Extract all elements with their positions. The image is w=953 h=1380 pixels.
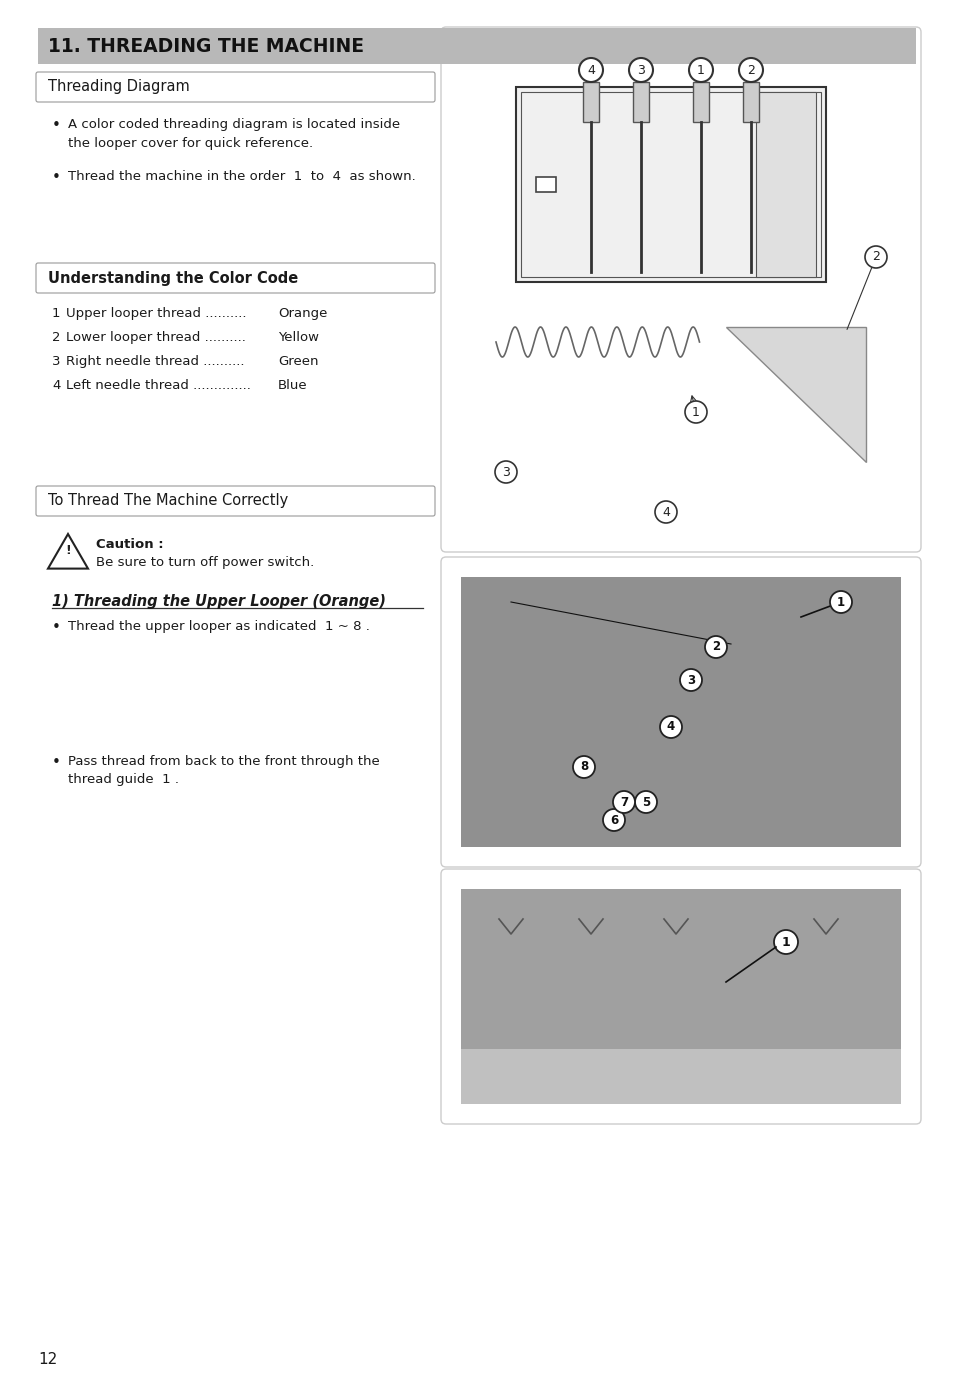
Text: 4: 4 — [661, 505, 669, 519]
Text: 2: 2 — [871, 251, 879, 264]
FancyBboxPatch shape — [440, 558, 920, 867]
Circle shape — [613, 791, 635, 813]
Text: 8: 8 — [579, 760, 587, 774]
Text: Blue: Blue — [277, 380, 307, 392]
FancyBboxPatch shape — [36, 486, 435, 516]
Text: 5: 5 — [641, 795, 649, 809]
FancyBboxPatch shape — [440, 869, 920, 1123]
Bar — [520, 92, 821, 277]
Text: Understanding the Color Code: Understanding the Color Code — [48, 270, 298, 286]
Circle shape — [679, 669, 701, 691]
Circle shape — [655, 501, 677, 523]
Text: A color coded threading diagram is located inside
the looper cover for quick ref: A color coded threading diagram is locat… — [68, 119, 399, 149]
Polygon shape — [48, 534, 88, 569]
Text: 2: 2 — [711, 640, 720, 654]
Circle shape — [635, 791, 657, 813]
Bar — [460, 1049, 900, 1104]
Circle shape — [739, 58, 762, 81]
Text: Thread the machine in the order  1  to  4  as shown.: Thread the machine in the order 1 to 4 a… — [68, 170, 416, 184]
Text: Pass thread from back to the front through the
thread guide  1 .: Pass thread from back to the front throu… — [68, 755, 379, 787]
Text: Be sure to turn off power switch.: Be sure to turn off power switch. — [96, 556, 314, 569]
Text: 3: 3 — [686, 673, 695, 686]
Text: 4: 4 — [52, 380, 60, 392]
Text: Threading Diagram: Threading Diagram — [48, 80, 190, 94]
Bar — [460, 889, 900, 1104]
Circle shape — [688, 58, 712, 81]
Text: 3: 3 — [52, 355, 60, 368]
Bar — [38, 28, 915, 63]
Circle shape — [495, 461, 517, 483]
Text: !: ! — [65, 545, 71, 558]
Text: Caution :: Caution : — [96, 538, 164, 551]
Circle shape — [773, 930, 797, 954]
Polygon shape — [725, 327, 865, 462]
Text: Left needle thread ..............: Left needle thread .............. — [66, 380, 251, 392]
Text: Thread the upper looper as indicated  1 ~ 8 .: Thread the upper looper as indicated 1 ~… — [68, 620, 370, 633]
Text: 4: 4 — [666, 720, 675, 734]
Text: 7: 7 — [619, 795, 627, 809]
Circle shape — [829, 591, 851, 613]
Text: 1: 1 — [781, 936, 789, 948]
Text: 2: 2 — [52, 331, 60, 344]
Bar — [516, 87, 825, 282]
Text: 3: 3 — [501, 465, 510, 479]
Text: •: • — [52, 170, 61, 185]
Text: To Thread The Machine Correctly: To Thread The Machine Correctly — [48, 494, 288, 508]
Text: Upper looper thread ..........: Upper looper thread .......... — [66, 306, 246, 320]
Bar — [692, 81, 708, 121]
Bar — [460, 577, 900, 847]
Text: 12: 12 — [38, 1352, 57, 1368]
FancyBboxPatch shape — [36, 72, 435, 102]
Circle shape — [628, 58, 652, 81]
Text: 4: 4 — [586, 63, 595, 76]
Bar — [755, 92, 815, 277]
Bar — [582, 81, 598, 121]
Bar — [742, 81, 759, 121]
Text: •: • — [52, 119, 61, 132]
Text: Orange: Orange — [277, 306, 327, 320]
Text: 6: 6 — [609, 813, 618, 827]
Text: 1) Threading the Upper Looper (Orange): 1) Threading the Upper Looper (Orange) — [52, 593, 385, 609]
Text: •: • — [52, 755, 61, 770]
Circle shape — [659, 716, 681, 738]
FancyBboxPatch shape — [440, 28, 920, 552]
Circle shape — [704, 636, 726, 658]
Text: Lower looper thread ..........: Lower looper thread .......... — [66, 331, 246, 344]
Text: 1: 1 — [52, 306, 60, 320]
Text: 1: 1 — [836, 596, 844, 609]
Text: •: • — [52, 620, 61, 635]
FancyBboxPatch shape — [36, 264, 435, 293]
Text: Yellow: Yellow — [277, 331, 318, 344]
Text: 1: 1 — [697, 63, 704, 76]
Bar — [536, 177, 556, 192]
Text: 11. THREADING THE MACHINE: 11. THREADING THE MACHINE — [48, 36, 364, 55]
Text: 2: 2 — [746, 63, 754, 76]
Circle shape — [578, 58, 602, 81]
Circle shape — [864, 246, 886, 268]
Circle shape — [602, 809, 624, 831]
Bar — [633, 81, 648, 121]
Circle shape — [573, 756, 595, 778]
Circle shape — [684, 402, 706, 424]
Text: 3: 3 — [637, 63, 644, 76]
Text: Right needle thread ..........: Right needle thread .......... — [66, 355, 244, 368]
Text: Green: Green — [277, 355, 318, 368]
Text: 1: 1 — [691, 406, 700, 418]
